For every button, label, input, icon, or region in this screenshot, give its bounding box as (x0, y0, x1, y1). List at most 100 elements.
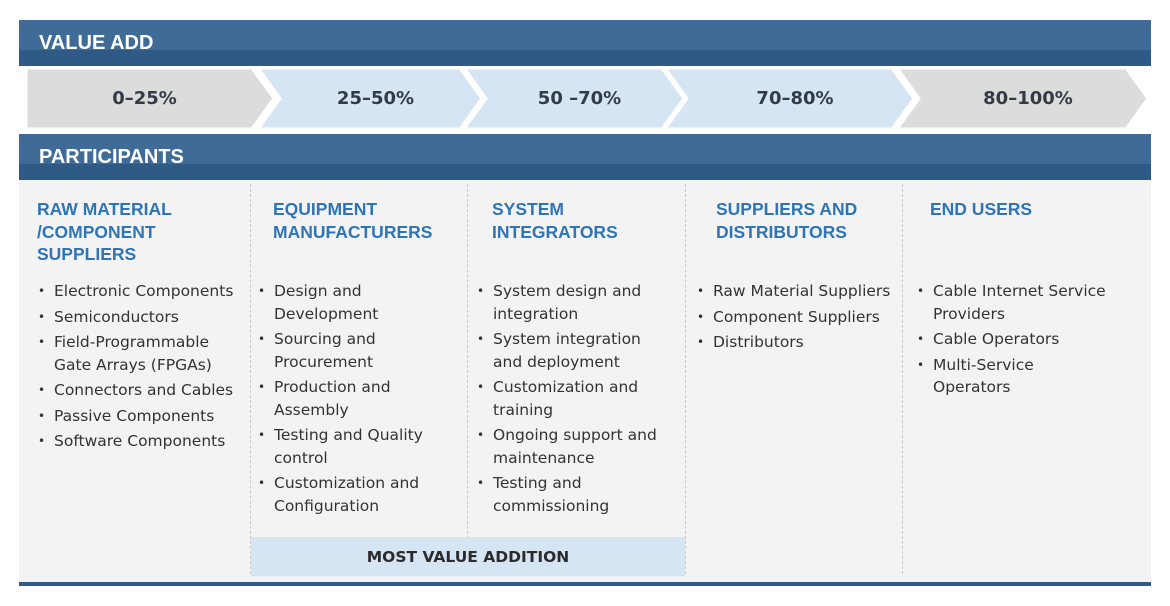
list-item-text: Raw Material Suppliers (713, 282, 891, 300)
bullet-icon: • (917, 357, 925, 372)
list-item-text: Sourcing and Procurement (274, 330, 376, 371)
column-system-integrators: SYSTEM INTEGRATORS • System design and in… (476, 198, 681, 515)
column-divider (902, 184, 903, 574)
list-item-text: Multi-Service Operators (933, 355, 1034, 397)
column-list: • Cable Internet Service Providers • Cable … (916, 280, 1106, 402)
column-divider (685, 184, 686, 574)
bullet-icon: • (477, 476, 485, 490)
list-item-text: System design and integration (493, 282, 642, 323)
list-item-text: Semiconductors (54, 307, 179, 326)
participants-panel (19, 180, 1151, 582)
column-equipment-manufacturers: EQUIPMENT MANUFACTURERS • Design and Deve… (257, 198, 462, 515)
bullet-icon: • (477, 428, 485, 442)
list-item: • Cable Operators (916, 328, 1106, 351)
list-item-text: Passive Components (54, 406, 215, 425)
list-item: • Software Components (37, 430, 233, 453)
list-item: • Distributors (696, 331, 890, 354)
value-stage-label: 80–100% (983, 88, 1073, 109)
arrow-chevrons (26, 68, 1148, 129)
bullet-icon: • (258, 332, 266, 346)
most-value-addition-label: MOST VALUE ADDITION (251, 537, 685, 576)
list-item: • Customization and Configuration (257, 472, 423, 517)
column-suppliers-distributors: SUPPLIERS AND DISTRIBUTORS • Raw Material… (696, 198, 901, 351)
value-stage-label: 0–25% (112, 88, 177, 109)
list-item: • Connectors and Cables (37, 379, 233, 402)
bullet-icon: • (38, 434, 46, 448)
list-item-text: Testing and Quality control (274, 426, 423, 467)
column-list: • Electronic Components • Semiconductors • Fi… (37, 280, 233, 456)
value-stage-arrow (895, 68, 1148, 129)
column-list: • Design and Development • Sourcing and Pro… (257, 280, 423, 520)
bottom-rule (19, 582, 1151, 586)
bullet-icon: • (38, 408, 46, 423)
list-item: • Testing and Quality control (257, 424, 423, 469)
list-item-text: Distributors (713, 333, 804, 351)
bullet-icon: • (38, 335, 46, 349)
bullet-icon: • (258, 380, 266, 394)
list-item-text: Ongoing support and maintenance (493, 426, 657, 467)
bullet-icon: • (38, 383, 46, 397)
column-heading: SYSTEM INTEGRATORS (492, 199, 618, 242)
bullet-icon: • (258, 428, 266, 442)
column-heading: RAW MATERIAL /COMPONENT SUPPLIERS (37, 199, 172, 264)
value-stage-label: 70–80% (756, 88, 834, 109)
list-item: • Customization and training (476, 376, 657, 421)
list-item-text: Electronic Components (54, 282, 234, 300)
list-item-text: Customization and Configuration (274, 474, 420, 515)
list-item-text: Cable Operators (933, 330, 1060, 348)
bullet-icon: • (697, 335, 705, 349)
column-divider (250, 184, 251, 574)
list-item-text: Cable Internet Service Providers (933, 282, 1106, 323)
value-add-header: VALUE ADD (19, 20, 1151, 66)
list-item-text: Component Suppliers (713, 307, 880, 326)
column-list: • System design and integration • System i… (476, 280, 657, 520)
column-raw-material: RAW MATERIAL /COMPONENT SUPPLIERS • Elect… (37, 198, 247, 450)
list-item: • Raw Material Suppliers (696, 280, 890, 303)
list-item-text: Testing and commissioning (493, 474, 610, 515)
bullet-icon: • (258, 476, 266, 490)
list-item: • Design and Development (257, 280, 423, 325)
bullet-icon: • (917, 284, 925, 298)
list-item: • Field-Programmable Gate Arrays (FPGAs) (37, 331, 233, 376)
list-item: • Semiconductors (37, 306, 233, 329)
list-item: • Testing and commissioning (476, 472, 657, 517)
list-item-text: Connectors and Cables (54, 381, 234, 399)
bullet-icon: • (477, 380, 485, 394)
bullet-icon: • (697, 284, 705, 298)
list-item: • Passive Components (37, 405, 233, 428)
bullet-icon: • (917, 332, 925, 346)
list-item: • Multi-Service Operators (916, 354, 1106, 399)
list-item-text: Field-Programmable Gate Arrays (FPGAs) (54, 333, 212, 374)
bullet-icon: • (477, 284, 485, 298)
list-item: • System integration and deployment (476, 328, 657, 373)
column-heading: SUPPLIERS AND DISTRIBUTORS (716, 199, 858, 242)
participants-title: PARTICIPANTS (39, 145, 184, 168)
list-item-text: Production and Assembly (274, 378, 391, 419)
column-divider (467, 184, 468, 574)
bullet-icon: • (38, 284, 46, 298)
bullet-icon: • (258, 284, 266, 298)
list-item-text: Design and Development (274, 282, 379, 323)
bullet-icon: • (477, 332, 485, 346)
column-list: • Raw Material Suppliers • Component Suppli… (696, 280, 890, 357)
value-add-title: VALUE ADD (39, 31, 154, 54)
value-stage-arrow (663, 68, 916, 129)
list-item: • Electronic Components (37, 280, 233, 303)
list-item: • Production and Assembly (257, 376, 423, 421)
list-item: • Sourcing and Procurement (257, 328, 423, 373)
participants-header: PARTICIPANTS (19, 134, 1151, 180)
value-stage-arrow (462, 68, 686, 129)
list-item-text: Software Components (54, 432, 226, 450)
list-item: • System design and integration (476, 280, 657, 325)
value-add-arrows: 0–25% 25–50% 50 –70% 70–80% 80–100% (26, 68, 1148, 129)
value-stage-arrow (26, 68, 276, 129)
column-end-users: END USERS • Cable Internet Service Provid… (916, 198, 1146, 396)
value-stage-arrow (256, 68, 484, 129)
bullet-icon: • (697, 309, 705, 324)
list-item-text: Customization and training (493, 378, 639, 419)
value-stage-label: 25–50% (336, 88, 415, 109)
column-heading: END USERS (930, 199, 1033, 219)
value-stage-label: 50 –70% (537, 88, 622, 109)
bullet-icon: • (38, 309, 46, 324)
list-item: • Cable Internet Service Providers (916, 280, 1106, 325)
